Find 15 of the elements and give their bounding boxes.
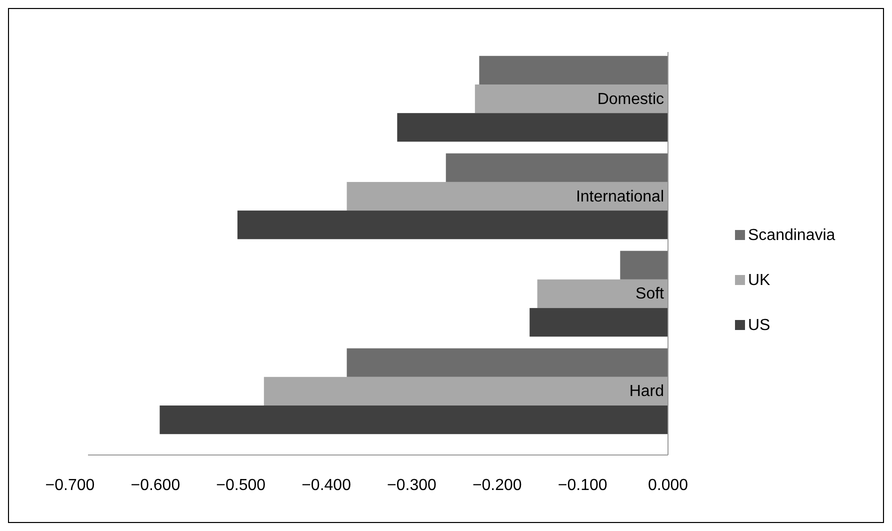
legend-label: UK <box>748 272 771 289</box>
x-tick-label: −0.100 <box>558 477 608 494</box>
x-tick-label: −0.200 <box>472 477 522 494</box>
x-tick-label: −0.500 <box>216 477 266 494</box>
legend-label: Scandinavia <box>748 227 836 244</box>
legend-label: US <box>748 317 770 334</box>
y-tick-label: Hard <box>629 383 664 400</box>
y-tick-label: International <box>576 188 664 206</box>
x-tick-label: −0.700 <box>45 477 95 494</box>
x-tick-label: −0.300 <box>387 477 437 494</box>
x-tick-label: 0.000 <box>648 477 688 494</box>
x-tick-label: −0.400 <box>302 477 352 494</box>
y-tick-label: Soft <box>636 286 665 303</box>
x-tick-label: −0.600 <box>130 477 180 494</box>
y-tick-label: Domestic <box>597 90 664 108</box>
